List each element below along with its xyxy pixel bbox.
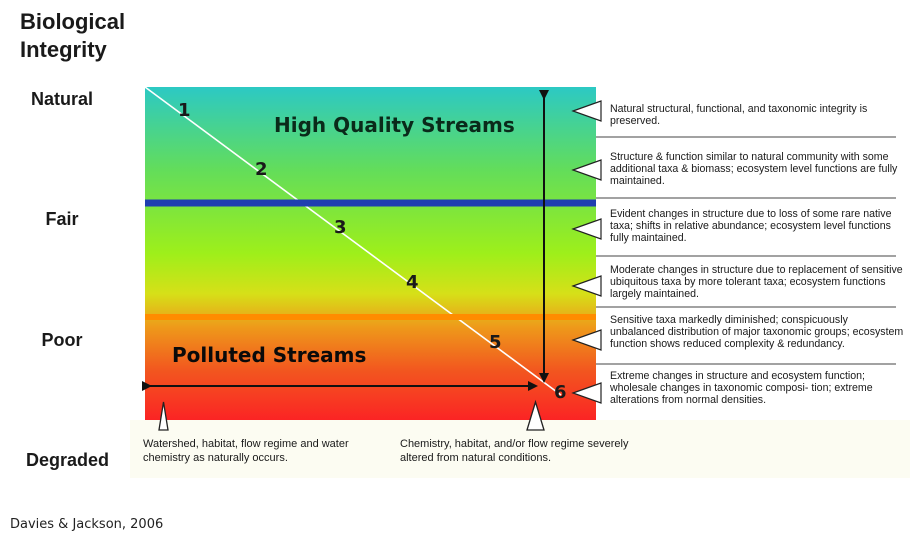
tier-4-description: Moderate changes in structure due to rep…: [610, 264, 903, 301]
left-pointer-icon: [158, 401, 169, 431]
axis-title-line1: Biological: [20, 9, 126, 34]
polluted-label: Polluted Streams: [172, 343, 367, 367]
axis-title: Biological Integrity: [20, 8, 160, 64]
tier-number-2: 2: [255, 159, 268, 180]
tier-6-description: Extreme changes in structure and ecosyst…: [610, 370, 873, 407]
tier-5-pointer-icon: [571, 329, 602, 351]
tier-3-description: Evident changes in structure due to loss…: [610, 208, 892, 245]
citation: Davies & Jackson, 2006: [10, 517, 164, 532]
tier-3-pointer-icon: [571, 218, 602, 240]
tier-4-pointer-icon: [571, 275, 602, 297]
tier-5-description: Sensitive taxa markedly diminished; cons…: [610, 314, 904, 351]
level-poor: Poor: [41, 330, 83, 350]
tier-number-1: 1: [178, 100, 191, 121]
tier-2-description: Structure & function similar to natural …: [610, 151, 898, 188]
tier-number-5: 5: [489, 332, 502, 353]
high-quality-label: High Quality Streams: [274, 113, 515, 137]
tier-6-pointer-icon: [571, 382, 602, 404]
tier-2-pointer-icon: [571, 159, 602, 181]
tier-number-6: 6: [554, 382, 567, 403]
level-degraded: Degraded: [26, 450, 110, 470]
tier-number-4: 4: [406, 272, 419, 293]
diagonal-line: [144, 86, 562, 396]
level-natural: Natural: [30, 89, 93, 109]
altered-conditions-note: Chemistry, habitat, and/or flow regime s…: [400, 438, 629, 464]
right-pointer-icon: [526, 399, 545, 431]
tier-1-pointer-icon: [571, 100, 602, 122]
natural-conditions-note: Watershed, habitat, flow regime and wate…: [143, 438, 349, 464]
level-fair: Fair: [45, 209, 79, 229]
tier-number-3: 3: [334, 217, 347, 238]
axis-title-line2: Integrity: [20, 37, 107, 62]
tier-1-description: Natural structural, functional, and taxo…: [610, 103, 868, 128]
lower-panel: [130, 420, 910, 478]
